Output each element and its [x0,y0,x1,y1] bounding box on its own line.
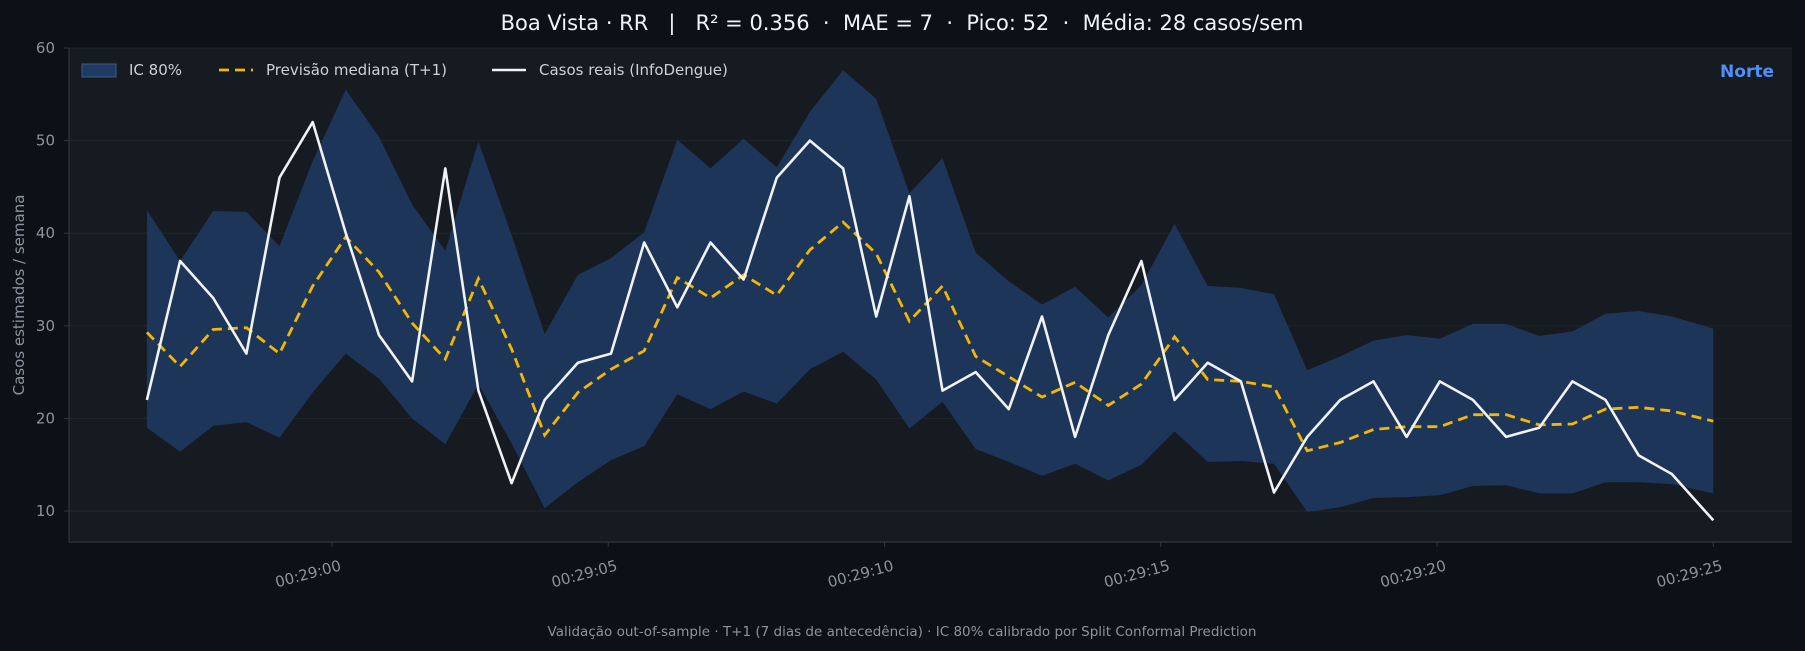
chart-title: Boa Vista · RR | R² = 0.356 · MAE = 7 · … [501,11,1304,36]
y-axis-label: Casos estimados / semana [10,195,28,396]
y-tick-label: 40 [36,224,55,242]
x-tick-label: 00:29:20 [1378,556,1448,591]
x-tick-label: 00:29:25 [1655,556,1725,591]
axes [68,48,1792,543]
legend-label: Casos reais (InfoDengue) [539,61,728,79]
confidence-band [146,70,1714,512]
legend-label: IC 80% [129,61,182,79]
x-tick-label: 00:29:10 [826,556,896,591]
y-tick-label: 20 [36,409,55,427]
x-tick-label: 00:29:05 [550,556,620,591]
y-tick-label: 60 [36,39,55,57]
region-label: Norte [1720,62,1774,82]
y-axis-ticks: 10 20 30 40 50 60 [36,39,69,520]
x-tick-label: 00:29:15 [1102,556,1172,591]
x-axis-ticks: 00:29:00 00:29:05 00:29:10 00:29:15 00:29:20… [273,542,1724,591]
x-tick-label: 00:29:00 [273,556,343,591]
median-forecast-line [145,220,1714,453]
y-tick-label: 50 [36,132,55,150]
y-tick-label: 30 [36,317,55,335]
legend: IC 80% Previsão mediana (T+1) Casos reais … [81,61,728,79]
actual-cases-line [145,120,1715,522]
y-tick-label: 10 [36,502,55,520]
legend-label: Previsão mediana (T+1) [266,61,447,79]
legend-swatch-band [81,63,117,78]
footnote: Validação out-of-sample · T+1 (7 dias de… [548,624,1257,640]
